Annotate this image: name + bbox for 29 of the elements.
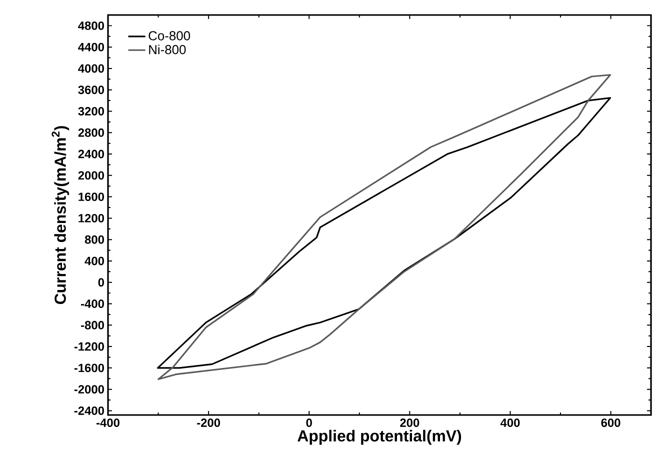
x-tick-label: -200 (197, 418, 220, 427)
y-tick-label: 2000 (78, 171, 104, 180)
y-tick-label: -1200 (74, 342, 104, 351)
y-tick-label: -2000 (74, 385, 104, 394)
y-tick-label: -400 (81, 300, 104, 308)
y-tick-label: 1200 (78, 214, 104, 222)
y-tick-label: 400 (84, 256, 104, 266)
x-tick-label: 0 (306, 418, 312, 427)
y-tick-label: 3200 (78, 107, 104, 116)
y-tick-label: 0 (98, 278, 104, 287)
x-tick-label: -400 (96, 418, 120, 427)
y-tick-label: 4000 (78, 64, 104, 73)
y-tick-label: -1600 (74, 364, 104, 372)
legend-label: Ni-800 (149, 44, 186, 54)
x-tick-label: 400 (500, 418, 520, 427)
legend-label: Co-800 (148, 31, 190, 40)
y-tick-label: -2400 (74, 406, 104, 415)
y-tick-label: 3600 (78, 86, 104, 94)
y-axis-title: Current density(mA/m$^{2}$) (52, 126, 70, 304)
y-tick-label: 1600 (78, 192, 104, 202)
y-tick-label: 2400 (78, 150, 104, 158)
y-tick-label: -800 (81, 320, 104, 330)
y-tick-label: 4800 (78, 21, 104, 30)
y-tick-label: 4400 (78, 42, 104, 52)
y-tick-label: 2800 (78, 128, 104, 137)
y-tick-label: 800 (84, 235, 104, 244)
x-tick-label: 200 (400, 418, 420, 427)
x-axis-title: Applied potential(mV) (298, 430, 462, 445)
x-tick-label: 600 (601, 418, 620, 427)
